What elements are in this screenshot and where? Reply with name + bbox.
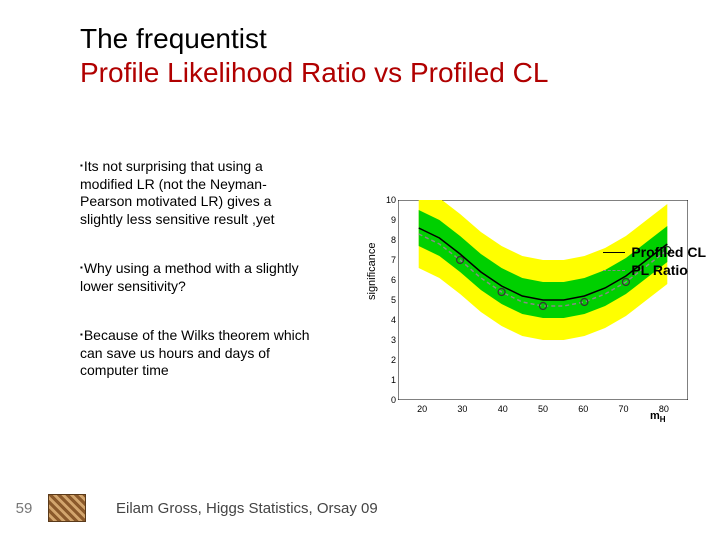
legend-solid-line-icon [603,252,625,253]
legend-row-2: PL Ratio [603,262,706,280]
x-tick: 50 [538,404,548,414]
x-tick: 70 [619,404,629,414]
bullet-1: ▪Its not surprising that using a modifie… [80,158,310,228]
x-tick: 80 [659,404,669,414]
y-tick: 5 [384,295,396,305]
y-tick: 3 [384,335,396,345]
y-axis-label: significance [366,243,378,300]
footer: 59 Eilam Gross, Higgs Statistics, Orsay … [0,494,720,522]
title-line1: The frequentist [80,23,267,54]
legend: Profiled CL PL Ratio [603,244,706,279]
logo-icon [48,494,86,522]
legend-label-2: PL Ratio [631,262,688,280]
bullet-marker-icon: ▪ [80,263,83,272]
bullet-marker-icon: ▪ [80,330,83,339]
legend-label-1: Profiled CL [631,244,706,262]
bullet-2: ▪Why using a method with a slightly lowe… [80,260,310,295]
plot-svg [398,200,688,400]
x-axis-label-sub: H [660,415,666,424]
bullet-marker-icon: ▪ [80,161,83,170]
y-tick: 7 [384,255,396,265]
y-tick: 6 [384,275,396,285]
bullet-2-text: Why using a method with a slightly lower… [80,260,299,294]
plot-area: Profiled CL PL Ratio [398,200,688,400]
x-tick: 20 [417,404,427,414]
y-tick: 9 [384,215,396,225]
footer-text: Eilam Gross, Higgs Statistics, Orsay 09 [116,500,378,517]
chart: significance mH 109876543210 20304050607… [370,200,700,430]
legend-dashed-line-icon [603,270,625,271]
y-tick: 1 [384,375,396,385]
legend-row-1: Profiled CL [603,244,706,262]
x-tick: 40 [498,404,508,414]
y-tick: 4 [384,315,396,325]
y-tick: 0 [384,395,396,405]
y-tick: 10 [384,195,396,205]
bullet-3-text: Because of the Wilks theorem which can s… [80,327,310,378]
bullet-1-text: Its not surprising that using a modified… [80,158,275,227]
title-line2: Profile Likelihood Ratio vs Profiled CL [80,57,548,88]
x-tick: 30 [457,404,467,414]
y-tick: 8 [384,235,396,245]
x-tick: 60 [578,404,588,414]
y-tick: 2 [384,355,396,365]
bullet-list: ▪Its not surprising that using a modifie… [80,158,310,412]
slide-number: 59 [0,500,48,517]
slide-title: The frequentist Profile Likelihood Ratio… [80,22,548,89]
bullet-3: ▪Because of the Wilks theorem which can … [80,327,310,380]
